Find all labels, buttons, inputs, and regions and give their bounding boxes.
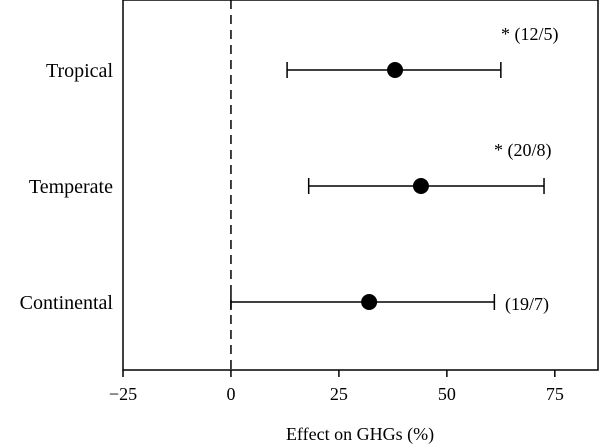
- point-estimate: [361, 294, 378, 310]
- x-axis-title: Effect on GHGs (%): [286, 424, 434, 445]
- sample-size-annotation: (19/7): [505, 294, 549, 315]
- x-tick-label: 25: [330, 384, 348, 404]
- x-tick-label: 50: [438, 384, 456, 404]
- row-temperate: Temperate * (20/8): [29, 140, 552, 198]
- row-tropical: Tropical * (12/5): [46, 24, 559, 82]
- x-axis: −25 0 25 50 75: [109, 370, 564, 404]
- category-label: Temperate: [29, 176, 113, 198]
- category-label: Continental: [20, 292, 114, 314]
- estimates: Tropical * (12/5) Temperate * (20/8) Contine…: [20, 24, 559, 315]
- point-estimate: [387, 62, 404, 78]
- category-label: Tropical: [46, 60, 113, 82]
- plot-frame: [122, 0, 599, 371]
- x-tick-label: −25: [109, 384, 137, 404]
- x-tick-label: 75: [546, 384, 564, 404]
- row-continental: Continental (19/7): [20, 292, 549, 315]
- sample-size-annotation: * (12/5): [501, 24, 559, 45]
- x-tick-label: 0: [226, 384, 235, 404]
- sample-size-annotation: * (20/8): [494, 140, 552, 161]
- point-estimate: [412, 178, 429, 194]
